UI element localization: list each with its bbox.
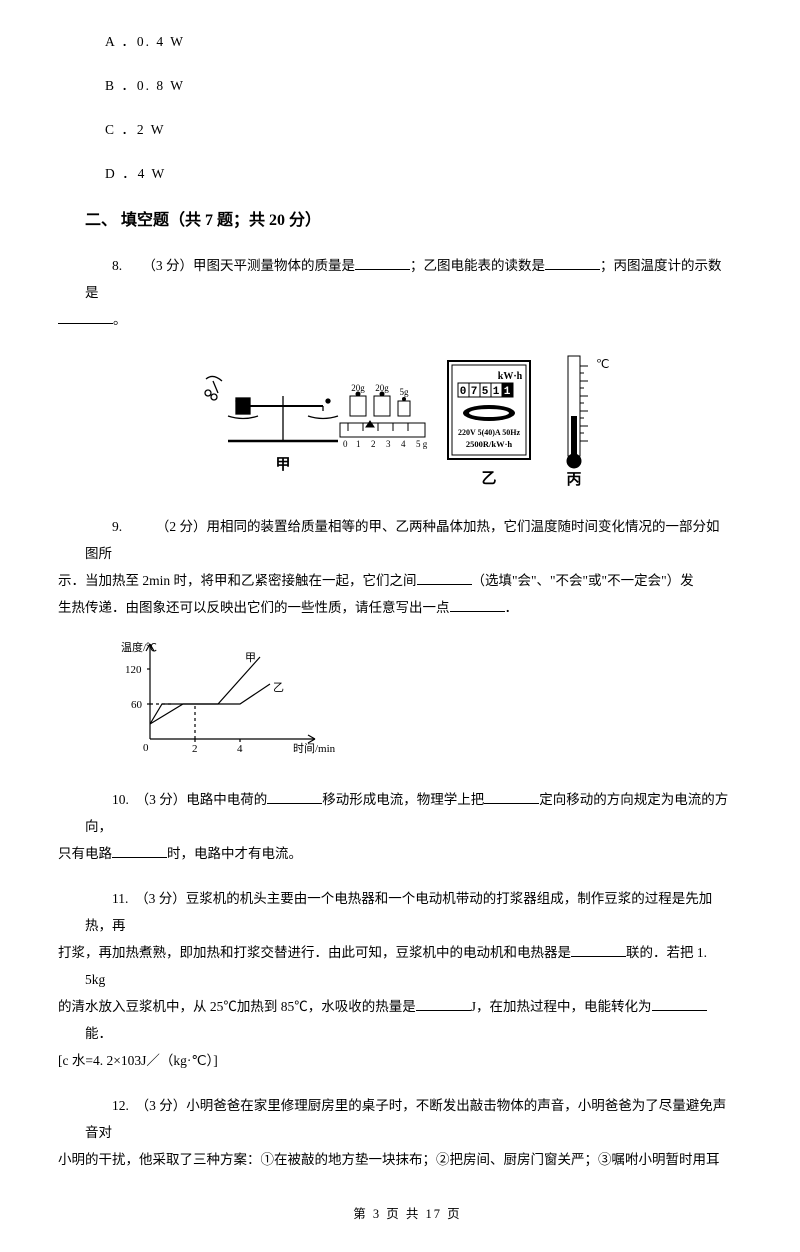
blank [571, 943, 626, 958]
svg-text:2: 2 [192, 743, 198, 755]
svg-text:4: 4 [237, 743, 243, 755]
q11-d: [c 水=4. 2×103J／（kg·℃）] [58, 1053, 218, 1068]
q11-c2: J，在加热过程中，电能转化为 [471, 999, 652, 1014]
question-9: 9. （2 分）用相同的装置给质量相等的甲、乙两种晶体加热，它们温度随时间变化情… [85, 513, 730, 621]
blank [450, 598, 505, 613]
svg-text:1: 1 [356, 439, 361, 449]
question-8: 8. （3 分）甲图天平测量物体的质量是；乙图电能表的读数是；丙图温度计的示数是… [85, 252, 730, 333]
svg-text:温度/℃: 温度/℃ [121, 640, 157, 654]
q10-d: 只有电路 [58, 846, 112, 861]
svg-text:20g: 20g [375, 383, 389, 393]
q9-l2b: （选填"会"、"不会"或"不一定会"）发 [472, 573, 694, 588]
svg-text:0: 0 [343, 439, 348, 449]
svg-text:120: 120 [125, 664, 142, 676]
page-container: A ．0. 4 W B ．0. 8 W C ．2 W D ．4 W 二、 填空题… [0, 0, 800, 1252]
q12-b: 小明的干扰，他采取了三种方案：①在被敲的地方垫一块抹布；②把房间、厨房门窗关严；… [58, 1152, 720, 1167]
page-footer: 第 3 页 共 17 页 [85, 1203, 730, 1222]
blank [484, 790, 539, 805]
q8-t1: 8. （3 分）甲图天平测量物体的质量是 [112, 258, 355, 273]
svg-text:7: 7 [470, 386, 477, 398]
svg-text:丙: 丙 [566, 471, 581, 486]
svg-text:℃: ℃ [596, 357, 609, 371]
q10-b: 移动形成电流，物理学上把 [322, 792, 484, 807]
svg-text:60: 60 [131, 699, 143, 711]
svg-text:甲: 甲 [245, 652, 256, 664]
q12-a: 12. （3 分）小明爸爸在家里修理厨房里的桌子时，不断发出敲击物体的声音，小明… [85, 1098, 726, 1140]
q9-l1: 9. （2 分）用相同的装置给质量相等的甲、乙两种晶体加热，它们温度随时间变化情… [85, 519, 720, 561]
svg-text:20g: 20g [351, 383, 365, 393]
blank [545, 256, 600, 271]
option-c: C ．2 W [105, 118, 730, 138]
blank [112, 844, 167, 859]
q9-l3b: ． [505, 600, 519, 615]
q9-l3a: 生热传递．由图象还可以反映出它们的一些性质，请任意写出一点 [58, 600, 450, 615]
q10-a: 10. （3 分）电路中电荷的 [112, 792, 267, 807]
q10-e: 时，电路中才有电流。 [167, 846, 302, 861]
option-d: D ．4 W [105, 162, 730, 182]
blank [652, 997, 707, 1012]
svg-text:4: 4 [401, 439, 406, 449]
q8-t2: ；乙图电能表的读数是 [410, 258, 545, 273]
q11-b1: 打浆，再加热煮熟，即加热和打浆交替进行．由此可知，豆浆机中的电动机和电热器是 [58, 945, 571, 960]
section-2-title: 二、 填空题（共 7 题；共 20 分） [85, 206, 730, 230]
svg-text:甲: 甲 [275, 456, 290, 473]
blank [416, 997, 471, 1012]
svg-text:乙: 乙 [481, 471, 496, 486]
q11-c3: 能． [85, 1026, 112, 1041]
question-10: 10. （3 分）电路中电荷的移动形成电流，物理学上把定向移动的方向规定为电流的… [85, 786, 730, 867]
question-11: 11. （3 分）豆浆机的机头主要由一个电热器和一个电动机带动的打浆器组成，制作… [85, 885, 730, 1074]
q9-l2a: 示．当加热至 2min 时，将甲和乙紧密接触在一起，它们之间 [58, 573, 417, 588]
svg-text:0: 0 [459, 386, 466, 398]
q8-t4: 。 [113, 312, 127, 327]
figure-8: 20g 20g 5g 012 345 g 甲 [85, 351, 730, 491]
blank [355, 256, 410, 271]
blank [58, 310, 113, 325]
svg-text:时间/min: 时间/min [293, 742, 336, 755]
svg-text:1: 1 [503, 386, 510, 398]
svg-text:2: 2 [371, 439, 376, 449]
figure-9: 温度/℃ 120 60 0 2 4 时间/min 甲 乙 [115, 639, 730, 764]
blank [417, 571, 472, 586]
svg-text:5g: 5g [399, 387, 409, 397]
svg-text:2500R/kW·h: 2500R/kW·h [465, 439, 512, 449]
svg-text:乙: 乙 [273, 681, 284, 694]
svg-text:kW·h: kW·h [497, 371, 522, 382]
svg-text:5: 5 [481, 386, 488, 398]
q11-a: 11. （3 分）豆浆机的机头主要由一个电热器和一个电动机带动的打浆器组成，制作… [85, 891, 712, 933]
svg-text:1: 1 [492, 386, 499, 398]
question-12: 12. （3 分）小明爸爸在家里修理厨房里的桌子时，不断发出敲击物体的声音，小明… [85, 1092, 730, 1173]
svg-text:0: 0 [143, 742, 149, 754]
option-b: B ．0. 8 W [105, 74, 730, 94]
option-a: A ．0. 4 W [105, 30, 730, 50]
svg-text:3: 3 [386, 439, 391, 449]
blank [267, 790, 322, 805]
svg-text:220V 5(40)A 50Hz: 220V 5(40)A 50Hz [457, 428, 520, 437]
svg-text:5 g: 5 g [416, 439, 428, 449]
q11-c1: 的清水放入豆浆机中，从 25℃加热到 85℃，水吸收的热量是 [58, 999, 416, 1014]
